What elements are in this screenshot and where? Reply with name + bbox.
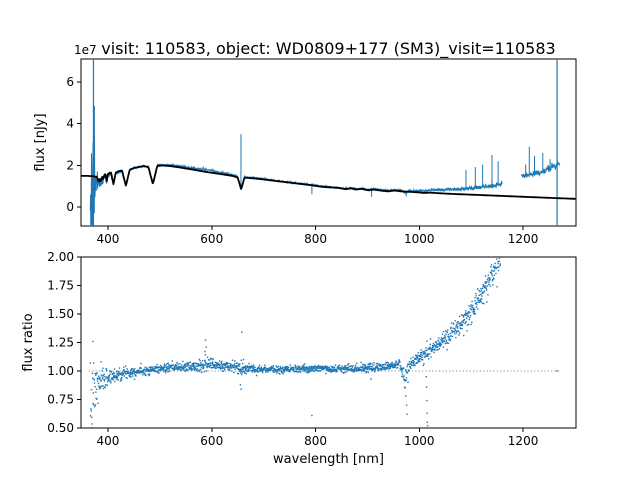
y-tick-label: 1.00 (47, 364, 74, 378)
y-tick-label: 1.25 (47, 336, 74, 350)
x-tick-label: 1200 (508, 232, 539, 246)
flux-ratio-outliers (92, 331, 558, 427)
y-tick-label: 0.50 (47, 421, 74, 435)
x-tick-label: 600 (200, 434, 223, 448)
y-tick-label: 4 (66, 117, 74, 131)
spectrum-plot-area (81, 59, 576, 226)
y-tick-label: 1.50 (47, 307, 74, 321)
x-tick-label: 1200 (508, 434, 539, 448)
wavelength-axis-label: wavelength [nm] (273, 452, 384, 467)
x-tick-label: 800 (304, 434, 327, 448)
y-tick-label: 0 (66, 200, 74, 214)
y-tick-label: 1.75 (47, 279, 74, 293)
plot-title: visit: 110583, object: WD0809+177 (SM3)_… (101, 39, 556, 58)
spectrum-panel-spines (80, 58, 577, 227)
x-tick-label: 600 (200, 232, 223, 246)
x-tick-label: 1000 (404, 232, 435, 246)
spectrum-panel-frame: 400 600 800 1000 1200 0 2 4 6 (66, 58, 577, 246)
y-tick-label: 6 (66, 75, 74, 89)
y-tick-label: 2 (66, 158, 74, 172)
flux-ratio-panel-spines (80, 256, 577, 429)
y-tick-label: 2.00 (47, 250, 74, 264)
y-tick-label: 0.75 (47, 393, 74, 407)
x-tick-label: 400 (97, 232, 120, 246)
flux-ratio-axis-label: flux ratio (21, 313, 36, 371)
flux-axis-label: flux [nJy] (33, 113, 48, 171)
x-tick-label: 800 (304, 232, 327, 246)
x-tick-label: 1000 (404, 434, 435, 448)
observed-spectrum-line (89, 135, 503, 226)
x-tick-label: 400 (97, 434, 120, 448)
observed-spectrum-line (521, 159, 561, 179)
flux-ratio-panel-frame: 400 600 800 1000 1200 0.50 0.75 1.00 1.25 1.50 1.7… (47, 250, 577, 448)
flux-ratio-scatter (89, 257, 501, 428)
flux-ratio-plot-area (88, 257, 560, 428)
y-axis-offset-text: 1e7 (74, 43, 97, 57)
model-spectrum-line (81, 164, 576, 200)
